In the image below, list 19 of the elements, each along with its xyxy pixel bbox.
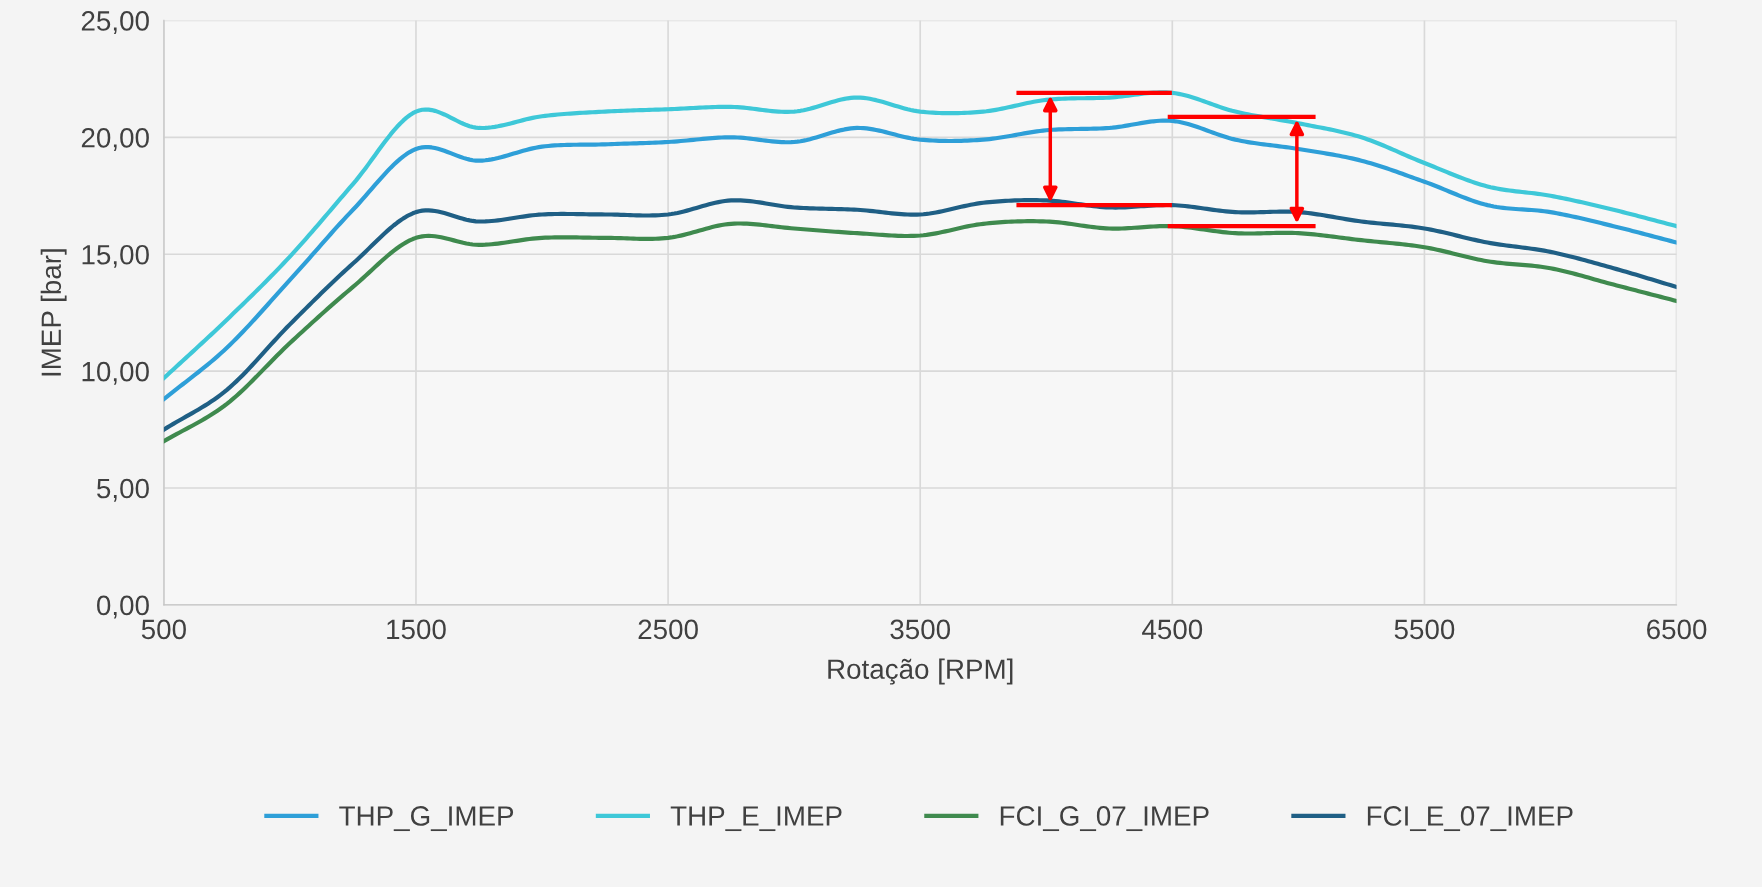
x-tick-label: 3500 [890,619,951,640]
y-tick-label: 20,00 [81,127,149,151]
y-tick-label: 0,00 [97,595,149,619]
x-tick-label: 5500 [1394,619,1455,640]
legend-label: FCI_E_07_IMEP [1367,806,1573,832]
legend-label: THP_G_IMEP [339,806,514,832]
y-tick-label: 15,00 [82,244,149,268]
x-axis-title: Rotação [RPM] [828,658,1013,685]
y-tick-label: 10,00 [82,361,149,385]
x-tick-label: 6500 [1647,619,1707,640]
legend-label: THP_E_IMEP [670,806,842,832]
y-tick-label: 5,00 [97,478,149,502]
x-tick-label: 500 [141,619,186,640]
x-tick-label: 2500 [638,619,698,640]
legend-label: FCI_G_07_IMEP [1000,806,1209,832]
y-tick-label: 25,00 [81,11,149,35]
y-axis-title: IMEP [bar] [40,249,67,376]
x-tick-label: 1500 [387,619,446,640]
x-tick-label: 4500 [1142,619,1203,640]
